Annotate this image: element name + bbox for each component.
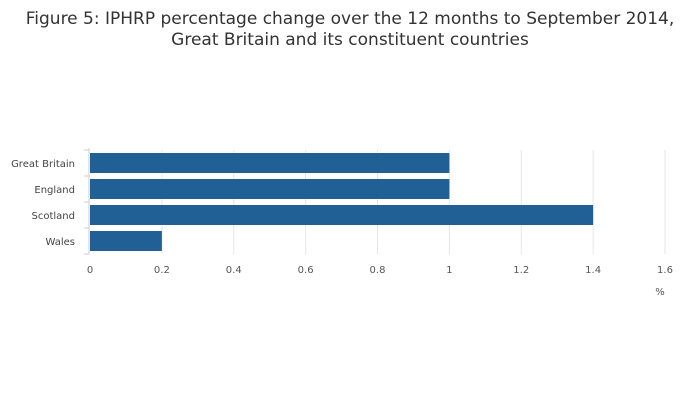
x-tick-label: 0.6 (298, 265, 314, 276)
x-tick-label: 1.6 (657, 265, 673, 276)
labels: 0 0.2 0.4 0.6 0.8 1 1.2 1.4 1.6 Great Britain Engl… (11, 159, 673, 276)
bar (90, 231, 162, 251)
axes (84, 148, 90, 255)
x-tick-label: 1.2 (513, 265, 529, 276)
x-unit-label: % (655, 287, 665, 298)
category-label: Wales (45, 237, 75, 248)
chart-title-line-1: Figure 5: IPHRP percentage change over t… (26, 9, 675, 29)
x-tick-label: 0.8 (370, 265, 386, 276)
x-tick-label: 0.4 (226, 265, 242, 276)
bar (90, 153, 450, 173)
x-tick-label: 0 (87, 265, 93, 276)
x-tick-label: 1 (446, 265, 452, 276)
category-label: Great Britain (11, 159, 75, 170)
x-tick-label: 0.2 (154, 265, 170, 276)
bar (90, 205, 594, 225)
category-label: England (34, 185, 75, 196)
bars (90, 153, 594, 251)
bar (90, 179, 450, 199)
chart-title-line-2: Great Britain and its constituent countr… (171, 30, 529, 50)
category-label: Scotland (32, 211, 75, 222)
x-tick-label: 1.4 (585, 265, 601, 276)
